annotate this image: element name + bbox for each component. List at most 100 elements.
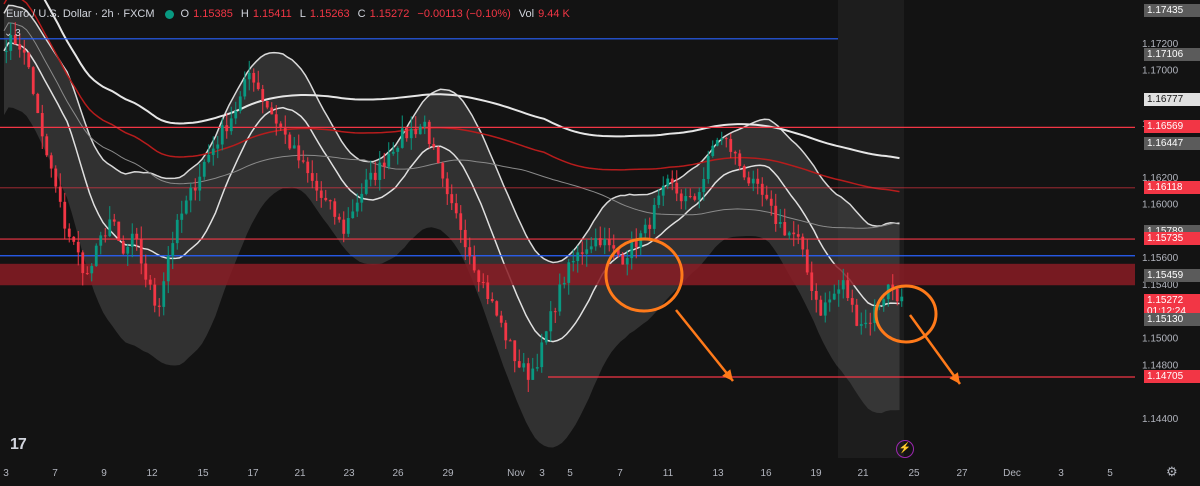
time-tick-label: 25 [908, 468, 920, 479]
time-tick-label: 21 [294, 468, 306, 479]
volume-label: Vol [518, 8, 535, 20]
candle-body [801, 236, 805, 250]
candle-body [544, 331, 548, 343]
candle-body [450, 194, 454, 204]
candle-body [877, 306, 881, 308]
candle-body [670, 178, 674, 183]
tradingview-logo-icon[interactable]: 17 [10, 436, 27, 453]
candle-body [765, 194, 769, 199]
candle-body [238, 96, 242, 111]
candle-body [526, 363, 530, 380]
candle-body [589, 246, 593, 250]
volume-value: 9.44 K [538, 8, 570, 20]
candle-body [648, 224, 652, 229]
candle-body [841, 280, 845, 290]
time-tick-label: 21 [857, 468, 869, 479]
candle-body [256, 82, 260, 90]
middle-band-line [3, 42, 900, 343]
candle-body [54, 168, 58, 187]
price-tick-label: 1.15400 [1142, 280, 1179, 291]
price-label: 1.17435 [1144, 4, 1200, 18]
time-tick-label: 19 [810, 468, 822, 479]
candle-body [292, 145, 296, 149]
candle-body [36, 93, 40, 114]
candle-body [243, 79, 247, 97]
candle-body [864, 322, 868, 325]
candle-body [76, 241, 80, 253]
candle-body [315, 180, 319, 191]
time-tick-label: 9 [101, 468, 107, 479]
candle-body [585, 249, 589, 254]
candle-body [49, 155, 53, 169]
candle-body [504, 322, 508, 341]
candle-body [337, 216, 341, 220]
candle-body [760, 183, 764, 195]
candle-body [283, 128, 287, 135]
candle-body [378, 162, 382, 180]
close-label: C [357, 8, 366, 20]
time-tick-label: 11 [663, 468, 674, 479]
candle-body [571, 261, 575, 263]
candle-body [688, 196, 692, 198]
ma-white [43, 0, 900, 160]
candle-body [360, 193, 364, 203]
candle-body [22, 49, 26, 53]
candle-body [31, 67, 35, 94]
candle-body [783, 222, 787, 236]
candle-body [274, 114, 278, 124]
market-status-dot [164, 9, 174, 19]
lightning-icon[interactable]: ⚡ [896, 440, 914, 458]
candle-body [153, 284, 157, 306]
candle-body [382, 162, 386, 167]
symbol-title[interactable]: Euro / U.S. Dollar · 2h · FXCM [6, 8, 155, 20]
candle-body [157, 305, 161, 307]
candle-body [535, 367, 539, 369]
high-value: 1.15411 [252, 8, 292, 20]
close-value: 1.15272 [369, 8, 410, 20]
candle-body [234, 110, 238, 119]
candle-body [189, 187, 193, 201]
candle-body [13, 35, 17, 45]
candle-body [823, 302, 827, 316]
candle-body [859, 324, 863, 326]
candle-body [319, 190, 323, 198]
candle-body [540, 342, 544, 368]
candle-body [769, 198, 773, 206]
candle-body [288, 134, 292, 149]
time-tick-label: 7 [52, 468, 58, 479]
price-tick-label: 1.14800 [1142, 360, 1179, 371]
candle-body [630, 239, 634, 259]
candle-body [369, 172, 373, 180]
candle-body [733, 151, 737, 154]
candle-body [27, 52, 31, 68]
candle-body [720, 138, 724, 140]
time-tick-label: 29 [442, 468, 454, 479]
candle-body [805, 249, 809, 273]
candle-body [297, 145, 301, 161]
candle-body [148, 279, 152, 285]
candle-body [130, 233, 134, 247]
time-axis: 3 7 9 12 15 17 21 23 26 29 Nov 3 5 7 11 13 16 19 21 25 27 Dec… [0, 460, 1200, 486]
candle-body [652, 204, 656, 229]
ma-grey [3, 22, 900, 229]
candle-body [661, 185, 665, 196]
candle-body [346, 218, 350, 234]
candle-body [724, 138, 728, 140]
candle-body [261, 89, 265, 102]
keltner-bands [3, 0, 900, 448]
candle-body [252, 72, 256, 83]
candle-body [81, 252, 85, 274]
candle-body [553, 311, 557, 313]
candle-body [9, 35, 13, 51]
price-tick-label: 1.16000 [1142, 200, 1179, 211]
candle-body [621, 254, 625, 265]
candle-body [738, 153, 742, 167]
arrow-head [949, 372, 960, 384]
indicators-toggle[interactable]: ⌄ 3 [4, 28, 21, 39]
change-value: −0.00113 (−0.10%) [417, 8, 511, 20]
candle-body [558, 284, 562, 312]
candle-body [423, 121, 427, 127]
gear-icon[interactable]: ⚙ [1166, 464, 1178, 479]
candle-body [58, 186, 62, 202]
